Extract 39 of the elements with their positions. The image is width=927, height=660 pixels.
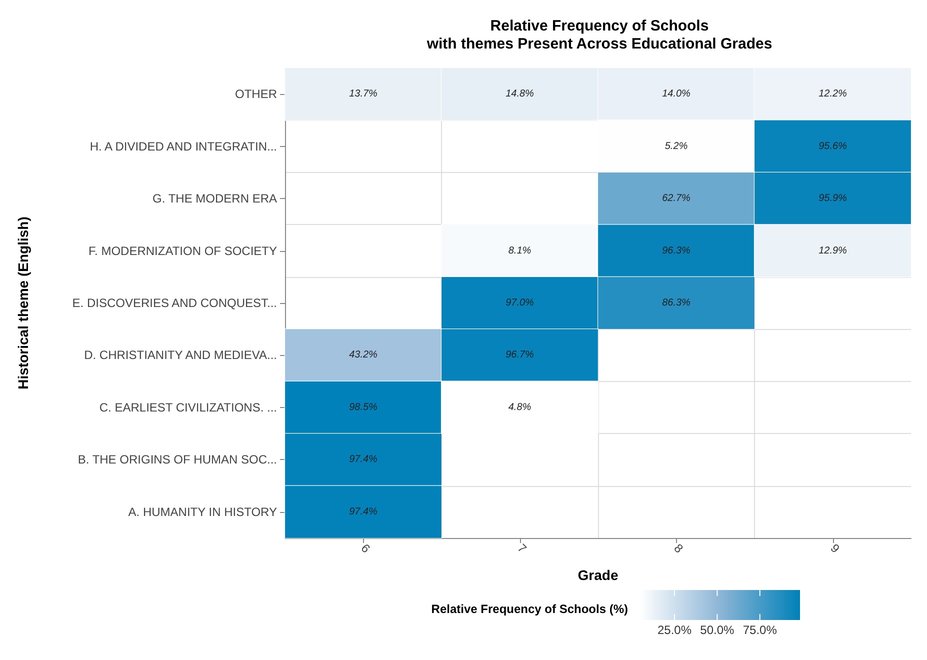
data-label: 97.0% [506, 298, 534, 308]
y-axis-title: Historical theme (English) [15, 216, 31, 390]
y-tick-label: C. EARLIEST CIVILIZATIONS. ... [99, 400, 277, 414]
y-tick-label: E. DISCOVERIES AND CONQUEST... [72, 296, 277, 310]
x-axis-title: Grade [578, 567, 618, 583]
data-label: 13.7% [349, 88, 378, 100]
x-tick-label: 8 [671, 541, 686, 556]
data-label: 4.8% [508, 402, 532, 413]
y-tick-label: OTHER [235, 87, 278, 102]
data-label: 14.0% [662, 88, 691, 100]
data-label: 96.3% [662, 245, 691, 256]
x-tick-label: 9 [828, 541, 843, 556]
x-tick-label: 6 [358, 541, 374, 556]
y-tick-label: D. CHRISTIANITY AND MEDIEVA... [84, 348, 277, 362]
legend-title: Relative Frequency of Schools (%) [431, 602, 628, 616]
color-bar-label: 75.0% [742, 623, 778, 637]
data-label: 97.4% [349, 454, 378, 466]
y-tick-label: A. HUMANITY IN HISTORY [128, 504, 277, 519]
data-label: 95.6% [818, 140, 848, 152]
data-label: 14.8% [506, 88, 534, 100]
data-label: 96.7% [506, 350, 534, 361]
data-label: 12.9% [818, 245, 848, 256]
color-bar-label: 25.0% [657, 623, 692, 637]
data-label: 12.2% [818, 88, 848, 100]
y-tick-label: H. A DIVIDED AND INTEGRATIN... [90, 139, 277, 154]
data-label: 43.2% [349, 350, 378, 361]
y-tick-label: F. MODERNIZATION OF SOCIETY [88, 244, 277, 258]
data-label: 95.9% [818, 193, 848, 204]
data-label: 97.4% [349, 506, 378, 518]
y-tick-label: G. THE MODERN ERA [152, 192, 277, 206]
data-label: 8.1% [508, 245, 532, 256]
color-bar-label: 50.0% [700, 623, 735, 637]
chart-title: Relative Frequency of Schools with themes Present Across Educational Grades [426, 18, 772, 52]
y-tick-label: B. THE ORIGINS OF HUMAN SOC... [78, 452, 277, 467]
x-tick-label: 7 [514, 541, 530, 556]
data-label: 86.3% [662, 298, 691, 308]
data-label: 5.2% [664, 140, 688, 152]
data-label: 98.5% [349, 402, 378, 413]
data-label: 62.7% [662, 193, 691, 204]
